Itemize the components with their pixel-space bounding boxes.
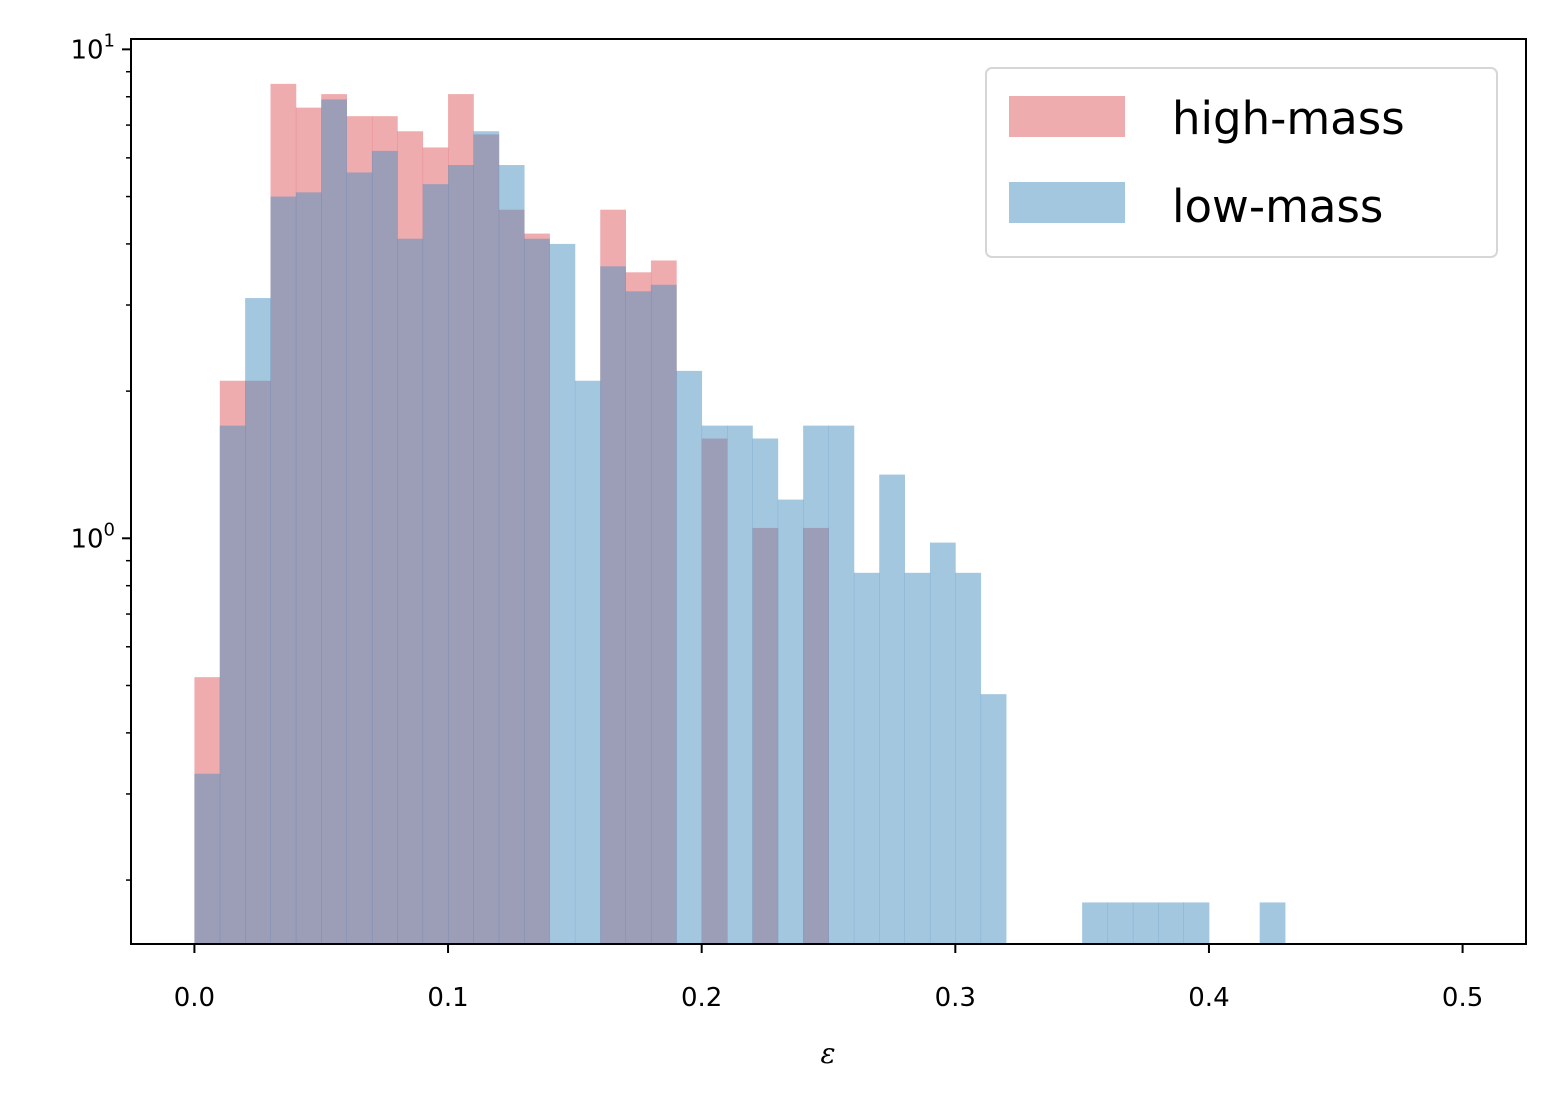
bar-low-mass [676, 370, 703, 944]
bar-low-mass [955, 572, 982, 944]
x-tick-label: 0.4 [1188, 983, 1229, 1013]
legend-swatch-low-mass [1009, 182, 1125, 223]
bar-low-mass [904, 572, 931, 944]
bar-low-mass [473, 131, 500, 944]
bar-low-mass [397, 238, 424, 944]
x-tick-label: 0.5 [1442, 983, 1483, 1013]
bar-low-mass [853, 572, 880, 944]
bar-low-mass [524, 238, 550, 944]
x-tick-label: 0.0 [174, 983, 215, 1013]
bar-low-mass [448, 165, 474, 944]
bar-low-mass [1082, 902, 1108, 944]
bar-low-mass [1259, 902, 1286, 944]
bar-low-mass [498, 165, 525, 944]
plot-frame [130, 38, 1527, 945]
bar-low-mass [879, 474, 905, 944]
bar-low-mass [828, 425, 855, 944]
bar-low-mass [650, 284, 677, 944]
x-tick-label: 0.1 [427, 983, 468, 1013]
bar-low-mass [600, 266, 626, 944]
bar-low-mass [803, 425, 829, 944]
bar-low-mass [1158, 902, 1184, 944]
bar-low-mass [321, 99, 347, 945]
bars-layer [194, 83, 1286, 945]
bar-low-mass [245, 298, 271, 944]
bar-low-mass [194, 773, 221, 944]
bar-low-mass [1132, 902, 1159, 944]
bar-low-mass [295, 192, 322, 945]
bar-low-mass [371, 150, 398, 944]
bar-low-mass [727, 425, 753, 944]
bar-low-mass [777, 499, 804, 944]
bar-low-mass [1183, 902, 1210, 944]
bar-low-mass [549, 243, 576, 944]
bar-low-mass [929, 542, 956, 944]
legend-label-low-mass: low-mass [1172, 180, 1383, 233]
bar-low-mass [1107, 902, 1134, 944]
bar-low-mass [625, 291, 652, 944]
x-axis-label: ε [820, 1037, 835, 1070]
bar-low-mass [752, 438, 779, 944]
legend-swatch-high-mass [1009, 96, 1125, 137]
bar-low-mass [219, 425, 246, 944]
x-axis: 0.0 0.1 0.2 0.3 0.4 0.5 [174, 944, 1483, 1013]
x-tick-label: 0.2 [681, 983, 722, 1013]
legend-label-high-mass: high-mass [1172, 92, 1405, 145]
bar-low-mass [346, 172, 373, 945]
legend: high-mass low-mass [985, 67, 1498, 258]
x-tick-label: 0.3 [935, 983, 976, 1013]
bar-low-mass [980, 694, 1007, 944]
bar-low-mass [701, 425, 728, 944]
bar-low-mass [574, 380, 601, 944]
bar-low-mass [270, 196, 297, 945]
series-low-mass [194, 99, 1286, 945]
y-tick-label: 101 [70, 30, 115, 65]
bar-low-mass [422, 184, 449, 945]
